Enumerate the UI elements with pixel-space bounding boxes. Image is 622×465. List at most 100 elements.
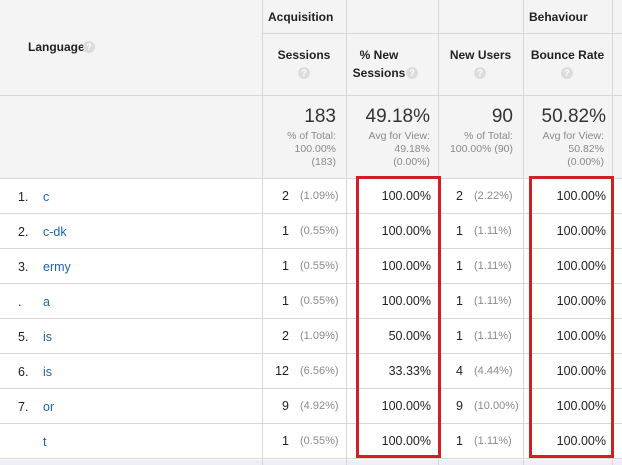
table-header-background (0, 0, 622, 178)
new-sessions-value: 100.00% (381, 434, 431, 448)
total-sessions-caption: % of Total: (287, 130, 336, 142)
grid-line (0, 318, 622, 319)
row-index: 2. (18, 225, 29, 239)
new-users-value: 1 (456, 434, 463, 448)
grid-line (0, 178, 622, 179)
new-users-value: 1 (456, 294, 463, 308)
total-new-users-caption: % of Total: (464, 130, 513, 142)
table-row: . a 1 (0.55%) 100.00% 1 (1.11%) 100.00% (0, 284, 622, 319)
help-icon[interactable]: ? (83, 41, 95, 53)
bottom-scroll-strip (0, 460, 622, 465)
bounce-rate-value: 100.00% (556, 329, 606, 343)
total-bounce-rate-avg: 50.82% (568, 143, 604, 155)
language-link[interactable]: ermy (43, 260, 71, 274)
grid-line (262, 0, 263, 465)
sessions-value: 2 (282, 329, 289, 343)
table-row: 7. or 9 (4.92%) 100.00% 9 (10.00%) 100.00% (0, 389, 622, 424)
grid-line (0, 248, 622, 249)
column-header-new-sessions-line1[interactable]: % New (359, 48, 399, 62)
sessions-value: 1 (282, 224, 289, 238)
bounce-rate-value: 100.00% (556, 189, 606, 203)
new-users-value: 1 (456, 329, 463, 343)
help-icon[interactable]: ? (561, 67, 573, 79)
bounce-rate-value: 100.00% (556, 434, 606, 448)
column-header-new-sessions-line2[interactable]: Sessions (352, 66, 406, 80)
new-sessions-value: 100.00% (381, 189, 431, 203)
sessions-percent: (0.55%) (300, 295, 339, 307)
group-acquisition: Acquisition (268, 10, 334, 24)
new-users-percent: (10.00%) (474, 400, 519, 412)
language-link[interactable]: or (43, 400, 55, 414)
column-header-sessions[interactable]: Sessions (277, 48, 331, 62)
grid-line (0, 283, 622, 284)
table-row: 1. c 2 (1.09%) 100.00% 2 (2.22%) 100.00% (0, 179, 622, 214)
table-row: 3. ermy 1 (0.55%) 100.00% 1 (1.11%) 100.00% (0, 249, 622, 284)
new-users-percent: (4.44%) (474, 365, 513, 377)
total-bounce-rate-delta: (0.00%) (567, 156, 604, 168)
language-link[interactable]: is (43, 365, 53, 379)
group-behaviour: Behaviour (529, 10, 588, 24)
total-new-users-percent: 100.00% (90) (449, 143, 513, 155)
new-sessions-value: 50.00% (388, 329, 431, 343)
column-header-new-users[interactable]: New Users (449, 48, 512, 62)
total-new-users: 90 (491, 106, 513, 127)
language-link[interactable]: is (43, 330, 53, 344)
total-new-sessions-caption: Avg for View: (368, 130, 430, 142)
sessions-percent: (1.09%) (300, 330, 339, 342)
sessions-value: 1 (282, 294, 289, 308)
grid-line (523, 0, 524, 465)
language-link[interactable]: a (43, 295, 50, 309)
table-row: 2. c-dk 1 (0.55%) 100.00% 1 (1.11%) 100.00% (0, 214, 622, 249)
grid-line (0, 388, 622, 389)
total-new-sessions-avg: 49.18% (394, 143, 430, 155)
new-users-percent: (1.11%) (474, 330, 512, 342)
help-icon[interactable]: ? (298, 67, 310, 79)
grid-line (0, 213, 622, 214)
new-sessions-value: 100.00% (381, 399, 431, 413)
grid-line (0, 95, 622, 96)
new-users-percent: (1.11%) (474, 295, 512, 307)
sessions-percent: (0.55%) (300, 435, 339, 447)
new-users-percent: (1.11%) (474, 435, 512, 447)
sessions-value: 2 (282, 189, 289, 203)
sessions-percent: (6.56%) (300, 365, 339, 377)
new-users-percent: (1.11%) (474, 260, 512, 272)
grid-line (0, 423, 622, 424)
language-link[interactable]: c-dk (43, 225, 67, 239)
new-users-value: 2 (456, 189, 463, 203)
new-users-value: 1 (456, 224, 463, 238)
help-icon[interactable]: ? (474, 67, 486, 79)
new-users-percent: (2.22%) (474, 190, 513, 202)
new-users-value: 1 (456, 259, 463, 273)
sessions-value: 1 (282, 434, 289, 448)
total-new-sessions: 49.18% (365, 106, 430, 127)
row-index: 5. (18, 330, 29, 344)
sessions-value: 12 (275, 364, 289, 378)
total-sessions: 183 (304, 106, 336, 127)
table-row: t 1 (0.55%) 100.00% 1 (1.11%) 100.00% (0, 424, 622, 459)
sessions-value: 9 (282, 399, 289, 413)
total-bounce-rate: 50.82% (541, 106, 606, 127)
total-sessions-count: (183) (311, 156, 336, 168)
row-index: 7. (18, 400, 29, 414)
column-header-language[interactable]: Language (28, 40, 85, 54)
help-icon[interactable]: ? (406, 67, 418, 79)
bounce-rate-value: 100.00% (556, 259, 606, 273)
new-users-value: 4 (456, 364, 463, 378)
bounce-rate-value: 100.00% (556, 224, 606, 238)
bounce-rate-value: 100.00% (556, 294, 606, 308)
language-link[interactable]: c (43, 190, 50, 204)
row-index: . (18, 295, 22, 309)
sessions-percent: (0.55%) (300, 225, 339, 237)
new-sessions-value: 33.33% (388, 364, 431, 378)
row-index: 6. (18, 365, 29, 379)
sessions-percent: (1.09%) (300, 190, 339, 202)
language-link[interactable]: t (43, 435, 47, 449)
grid-line (0, 458, 622, 459)
new-sessions-value: 100.00% (381, 259, 431, 273)
table-row: 6. is 12 (6.56%) 33.33% 4 (4.44%) 100.00% (0, 354, 622, 389)
sessions-percent: (0.55%) (300, 260, 339, 272)
column-header-bounce-rate[interactable]: Bounce Rate (530, 48, 605, 62)
table-row: 5. is 2 (1.09%) 50.00% 1 (1.11%) 100.00% (0, 319, 622, 354)
grid-line (0, 353, 622, 354)
